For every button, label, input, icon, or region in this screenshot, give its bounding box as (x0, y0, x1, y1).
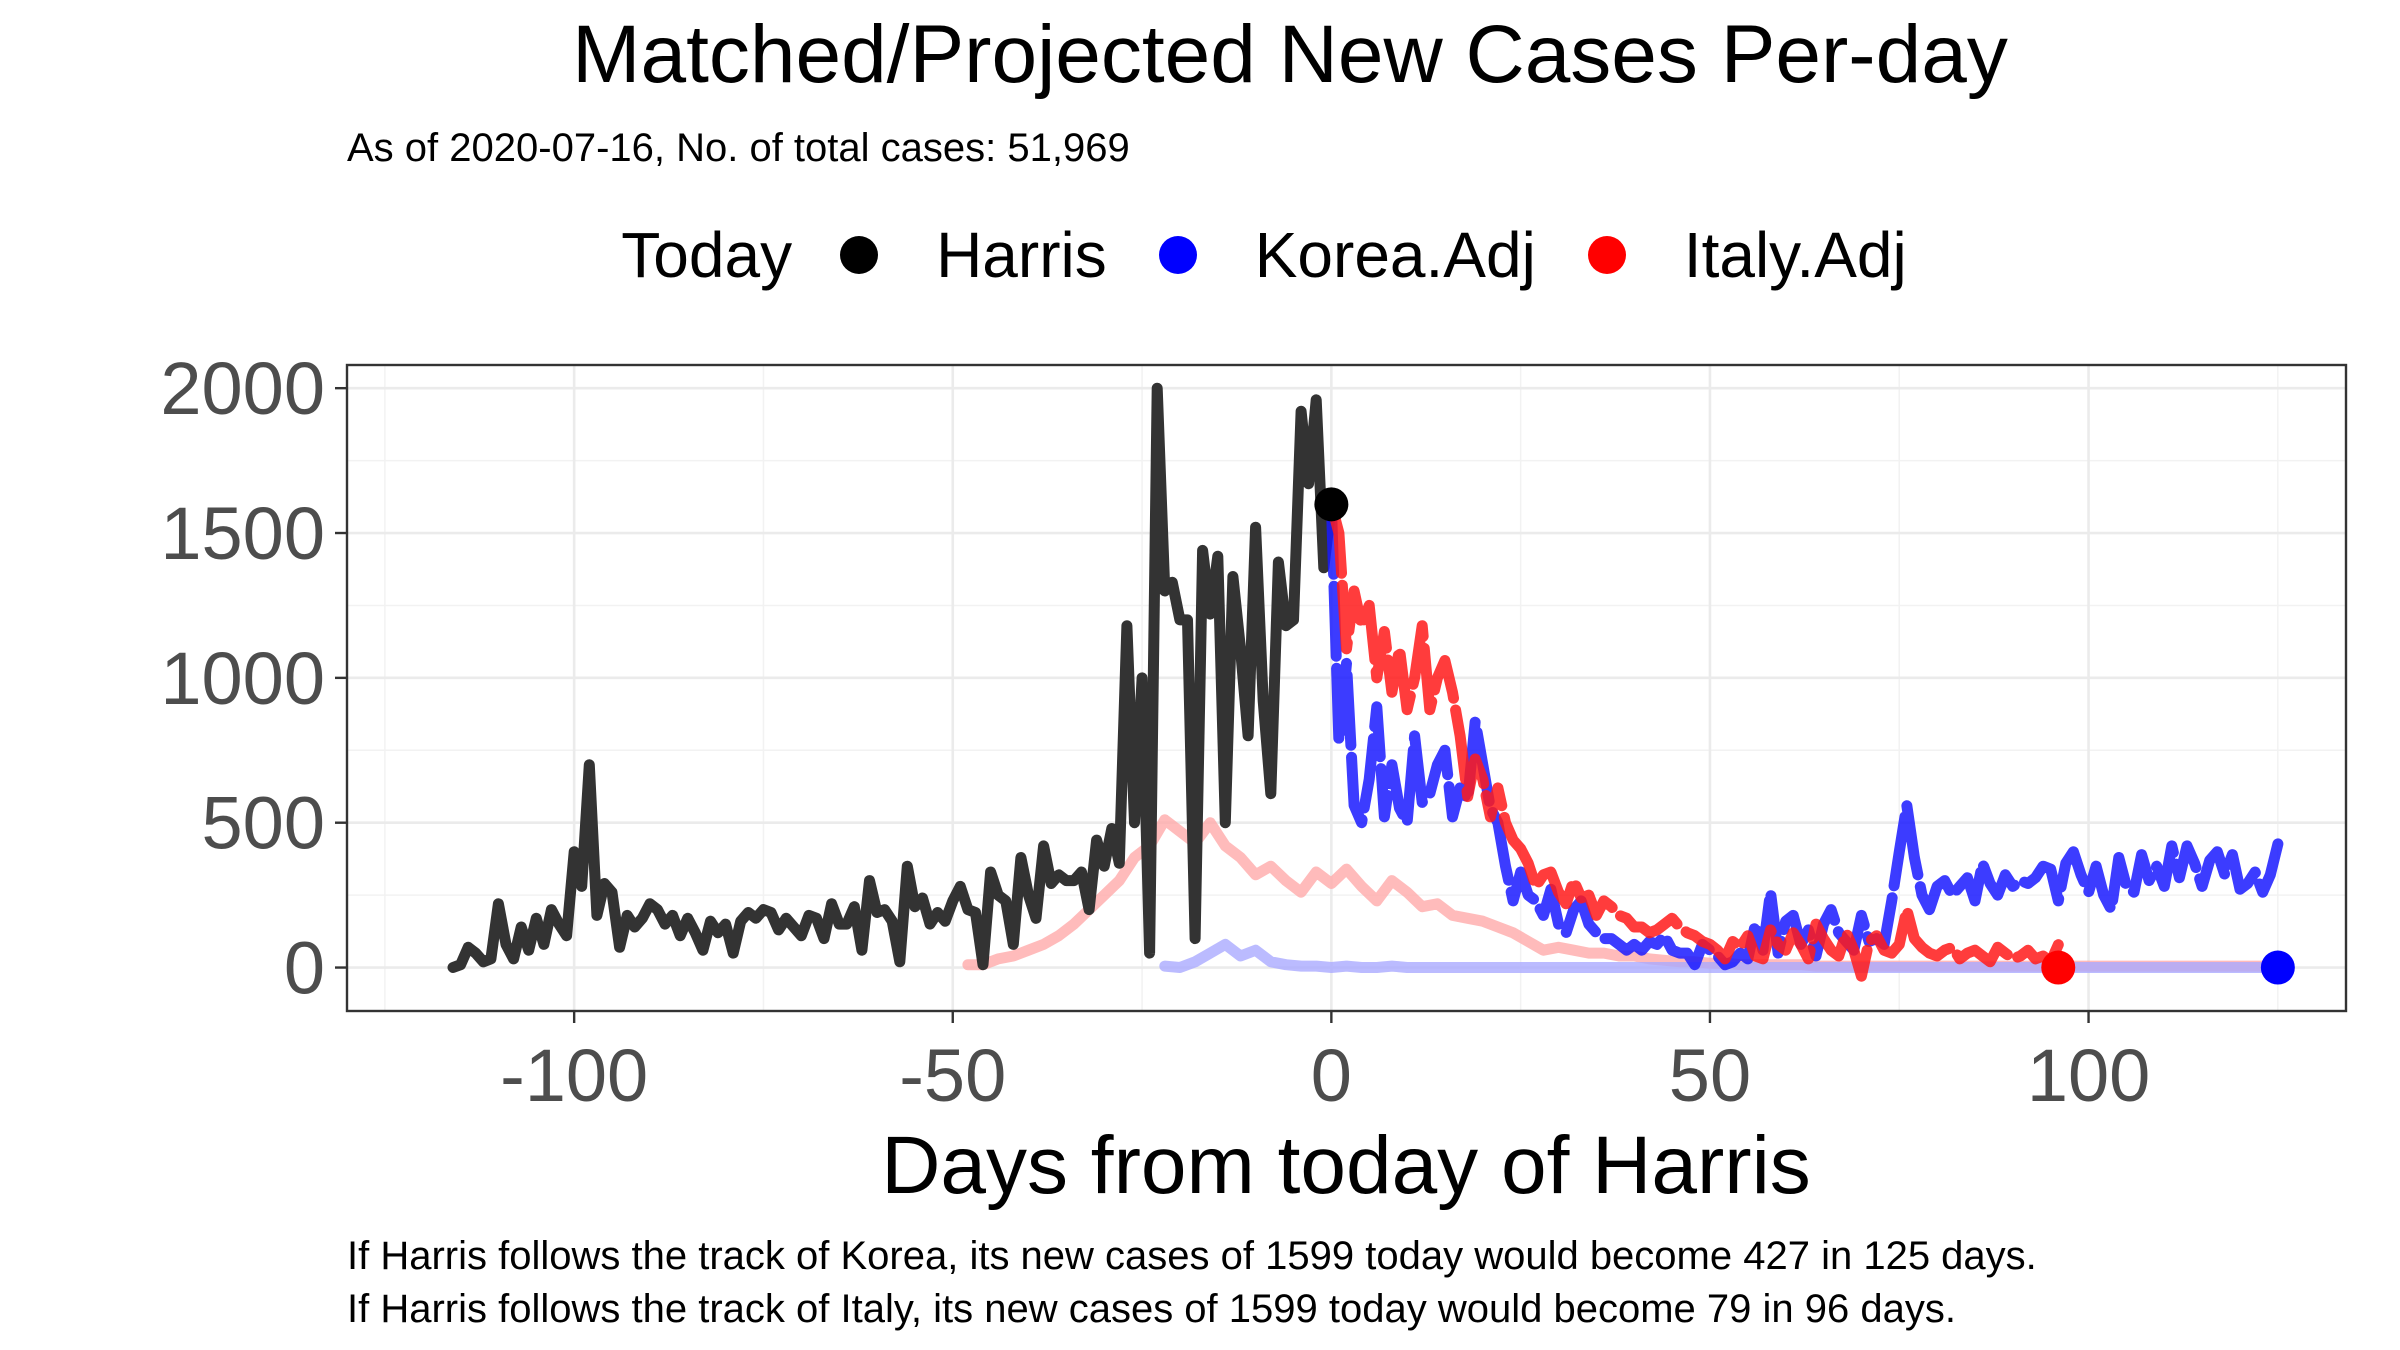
chart-subtitle: As of 2020-07-16, No. of total cases: 51… (347, 126, 1130, 170)
today-marker-italy-adj (2041, 950, 2076, 985)
x-tick-label: 50 (1669, 1034, 1751, 1117)
legend: Today Harris Korea.Adj Italy.Adj (0, 218, 2400, 292)
today-marker-korea-adj (2260, 950, 2295, 985)
caption-italy: If Harris follows the track of Italy, it… (347, 1287, 1956, 1331)
legend-item-harris: Harris (840, 218, 1107, 292)
legend-label-korea: Korea.Adj (1254, 219, 1536, 291)
series-line-italy-adj (1325, 498, 2064, 982)
y-tick-label: 500 (202, 782, 325, 865)
y-tick-label: 2000 (160, 347, 325, 430)
legend-dot-korea (1158, 236, 1197, 274)
y-tick-label: 1000 (160, 637, 325, 720)
plot-panel-border (345, 363, 2348, 1013)
x-tick-label: -50 (899, 1034, 1006, 1117)
legend-dot-italy (1587, 236, 1626, 274)
y-tick-label: 1500 (160, 492, 325, 575)
chart-title: Matched/Projected New Cases Per-day (572, 9, 2008, 100)
legend-item-italy: Italy.Adj (1587, 218, 1907, 292)
caption-korea: If Harris follows the track of Korea, it… (347, 1234, 2037, 1278)
y-tick-label: 0 (284, 927, 325, 1010)
series-lines (447, 382, 2291, 982)
today-marker-harris (1314, 487, 1349, 522)
series-line-harris (447, 382, 1337, 973)
today-markers (1314, 487, 2295, 985)
legend-title: Today (621, 219, 793, 291)
x-axis-title: Days from today of Harris (881, 1120, 1811, 1211)
legend-item-korea: Korea.Adj (1158, 218, 1536, 292)
legend-label-harris: Harris (936, 219, 1107, 291)
x-tick-label: 0 (1311, 1034, 1352, 1117)
x-tick-label: -100 (500, 1034, 648, 1117)
legend-label-italy: Italy.Adj (1683, 219, 1907, 291)
legend-dot-harris (840, 236, 879, 274)
x-tick-label: 100 (2027, 1034, 2150, 1117)
